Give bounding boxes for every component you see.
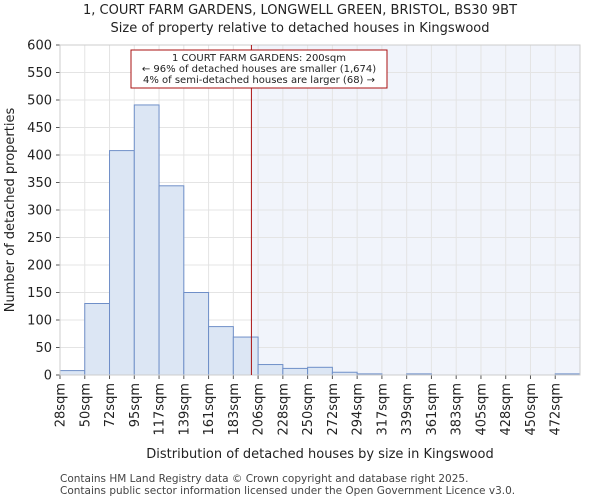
- x-tick-label: 161sqm: [202, 383, 217, 436]
- x-tick-label: 294sqm: [351, 383, 366, 436]
- bar-117sqm: [158, 185, 185, 376]
- x-tick-label: 117sqm: [153, 383, 168, 436]
- y-tick-label: 350: [27, 176, 52, 191]
- bar-228sqm: [282, 367, 309, 376]
- x-tick-label: 428sqm: [499, 383, 514, 436]
- x-tick-label: 405sqm: [474, 383, 489, 436]
- y-tick-label: 100: [27, 314, 52, 329]
- x-tick-label: 28sqm: [54, 383, 69, 427]
- y-tick-label: 250: [27, 231, 52, 246]
- y-tick-label: 400: [27, 149, 52, 164]
- y-tick-label: 0: [44, 369, 52, 384]
- annotation-line1: 1 COURT FARM GARDENS: 200sqm: [172, 53, 346, 64]
- footer-line2: Contains public sector information licen…: [60, 485, 515, 497]
- x-tick-label: 139sqm: [177, 383, 192, 436]
- bar-206sqm: [257, 364, 284, 376]
- x-tick-label: 72sqm: [103, 383, 118, 427]
- bar-50sqm: [84, 303, 111, 376]
- y-axis-ticks: 0 50 100 150 200 250 300 350 400 450 500 550 600: [27, 39, 60, 384]
- bar-250sqm: [307, 366, 333, 376]
- x-axis-ticks: 28sqm 50sqm 72sqm 95sqm 117sqm 139sqm 161sqm 18…: [54, 375, 564, 436]
- y-tick-label: 600: [27, 39, 52, 54]
- y-tick-label: 450: [27, 121, 52, 136]
- plot-frame: [59, 44, 581, 376]
- annotation-line2: ← 96% of detached houses are smaller (1,…: [142, 64, 376, 75]
- x-tick-label: 361sqm: [425, 383, 440, 436]
- chart-title-line1: 1, COURT FARM GARDENS, LONGWELL GREEN, B…: [83, 3, 517, 18]
- y-tick-label: 500: [27, 94, 52, 109]
- x-tick-label: 472sqm: [549, 383, 564, 436]
- annotation-box: [130, 49, 388, 89]
- x-tick-label: 228sqm: [276, 383, 291, 436]
- chart-title-line2: Size of property relative to detached ho…: [111, 21, 490, 36]
- bar-161sqm: [208, 326, 234, 376]
- footer-line1: Contains HM Land Registry data © Crown c…: [60, 473, 468, 485]
- y-tick-label: 300: [27, 204, 52, 219]
- x-tick-label: 450sqm: [524, 383, 539, 436]
- y-axis-label: Number of detached properties: [3, 108, 18, 313]
- bar-95sqm: [133, 104, 160, 376]
- bar-72sqm: [109, 150, 135, 376]
- y-tick-label: 150: [27, 286, 52, 301]
- y-tick-label: 200: [27, 259, 52, 274]
- x-tick-label: 339sqm: [400, 383, 415, 436]
- x-tick-label: 383sqm: [450, 383, 465, 436]
- x-tick-label: 250sqm: [301, 383, 316, 436]
- x-tick-label: 317sqm: [375, 383, 390, 436]
- x-tick-label: 95sqm: [128, 383, 143, 427]
- annotation-line3: 4% of semi-detached houses are larger (6…: [143, 75, 375, 86]
- bar-183sqm: [232, 336, 259, 376]
- x-tick-label: 272sqm: [326, 383, 341, 436]
- y-tick-label: 550: [27, 66, 52, 81]
- bar-28sqm: [59, 370, 86, 376]
- bars: [59, 104, 581, 376]
- x-tick-label: 183sqm: [227, 383, 242, 436]
- y-tick-label: 50: [35, 341, 52, 356]
- bar-139sqm: [183, 292, 210, 376]
- x-tick-label: 206sqm: [252, 383, 267, 436]
- x-tick-label: 50sqm: [78, 383, 93, 427]
- x-axis-label: Distribution of detached houses by size …: [146, 447, 493, 462]
